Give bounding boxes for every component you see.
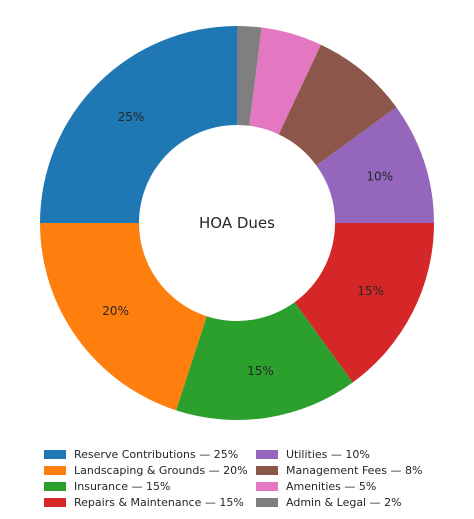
legend-item: Repairs & Maintenance — 15% — [44, 495, 256, 509]
slice-label: 20% — [102, 304, 129, 318]
legend-swatch — [256, 481, 278, 491]
slice-label: 25% — [118, 110, 145, 124]
slices-group — [40, 26, 434, 420]
slice-labels-group: 25% 20% 15% 15% 10% — [102, 110, 393, 378]
chart-title: HOA Dues — [199, 214, 275, 232]
legend-swatch — [256, 449, 278, 459]
slice-label: 15% — [357, 284, 384, 298]
legend-swatch — [44, 449, 66, 459]
legend-label: Reserve Contributions — 25% — [74, 447, 239, 461]
slice-repairs-maintenance — [294, 223, 434, 383]
slice-insurance — [176, 302, 353, 420]
legend: Reserve Contributions — 25% Utilities — 1… — [44, 447, 444, 509]
legend-item: Management Fees — 8% — [256, 463, 426, 477]
legend-label: Insurance — 15% — [74, 479, 171, 493]
legend-swatch — [44, 497, 66, 507]
slice-reserve-contributions — [40, 26, 237, 223]
slice-label: 10% — [366, 170, 393, 184]
legend-swatch — [44, 465, 66, 475]
legend-item: Insurance — 15% — [44, 479, 256, 493]
legend-item: Admin & Legal — 2% — [256, 495, 426, 509]
slice-management-fees — [278, 44, 397, 166]
legend-item: Utilities — 10% — [256, 447, 426, 461]
slice-label: 15% — [247, 364, 274, 378]
legend-swatch — [256, 497, 278, 507]
legend-item: Landscaping & Grounds — 20% — [44, 463, 256, 477]
legend-label: Amenities — 5% — [286, 479, 377, 493]
legend-label: Repairs & Maintenance — 15% — [74, 495, 244, 509]
slice-landscaping-grounds — [40, 223, 207, 411]
legend-swatch — [44, 481, 66, 491]
slice-admin-legal — [237, 26, 262, 126]
legend-label: Landscaping & Grounds — 20% — [74, 463, 248, 477]
slice-amenities — [249, 27, 321, 135]
legend-item: Amenities — 5% — [256, 479, 426, 493]
legend-label: Utilities — 10% — [286, 447, 370, 461]
slice-utilities — [316, 107, 434, 223]
legend-swatch — [256, 465, 278, 475]
legend-label: Management Fees — 8% — [286, 463, 423, 477]
legend-item: Reserve Contributions — 25% — [44, 447, 256, 461]
legend-label: Admin & Legal — 2% — [286, 495, 402, 509]
donut-chart: 25% 20% 15% 15% 10% HOA Dues — [40, 26, 434, 420]
